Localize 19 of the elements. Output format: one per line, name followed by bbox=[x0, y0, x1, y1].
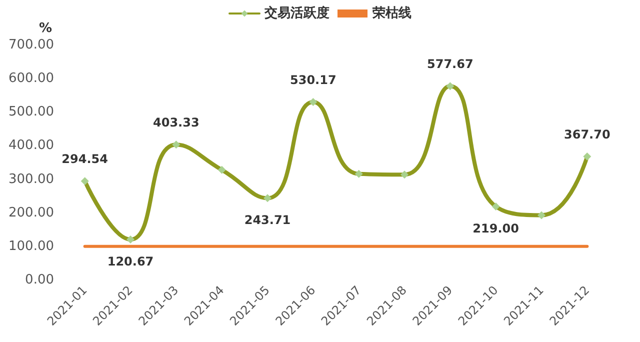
y-tick-label: 400.00 bbox=[8, 138, 54, 154]
data-label: 367.70 bbox=[564, 128, 610, 142]
y-tick-label: 700.00 bbox=[8, 38, 54, 52]
y-tick-label: 200.00 bbox=[8, 205, 54, 220]
y-tick-label: 100.00 bbox=[8, 238, 54, 254]
data-label: 219.00 bbox=[472, 221, 519, 236]
y-tick-label: 0.00 bbox=[25, 272, 54, 288]
data-label: 577.67 bbox=[427, 57, 474, 72]
data-label: 120.67 bbox=[107, 254, 154, 268]
y-tick-label: 500.00 bbox=[8, 104, 54, 120]
y-tick-label: 600.00 bbox=[8, 71, 54, 86]
data-label: 243.71 bbox=[244, 213, 291, 228]
legend-label: 荣枯线 bbox=[372, 6, 412, 21]
data-label: 530.17 bbox=[290, 73, 336, 88]
data-label: 403.33 bbox=[153, 116, 200, 130]
data-label: 294.54 bbox=[62, 152, 108, 166]
legend-label: 交易活跃度 bbox=[264, 5, 330, 21]
y-axis-title: % bbox=[38, 21, 52, 36]
y-tick-label: 300.00 bbox=[8, 172, 54, 187]
